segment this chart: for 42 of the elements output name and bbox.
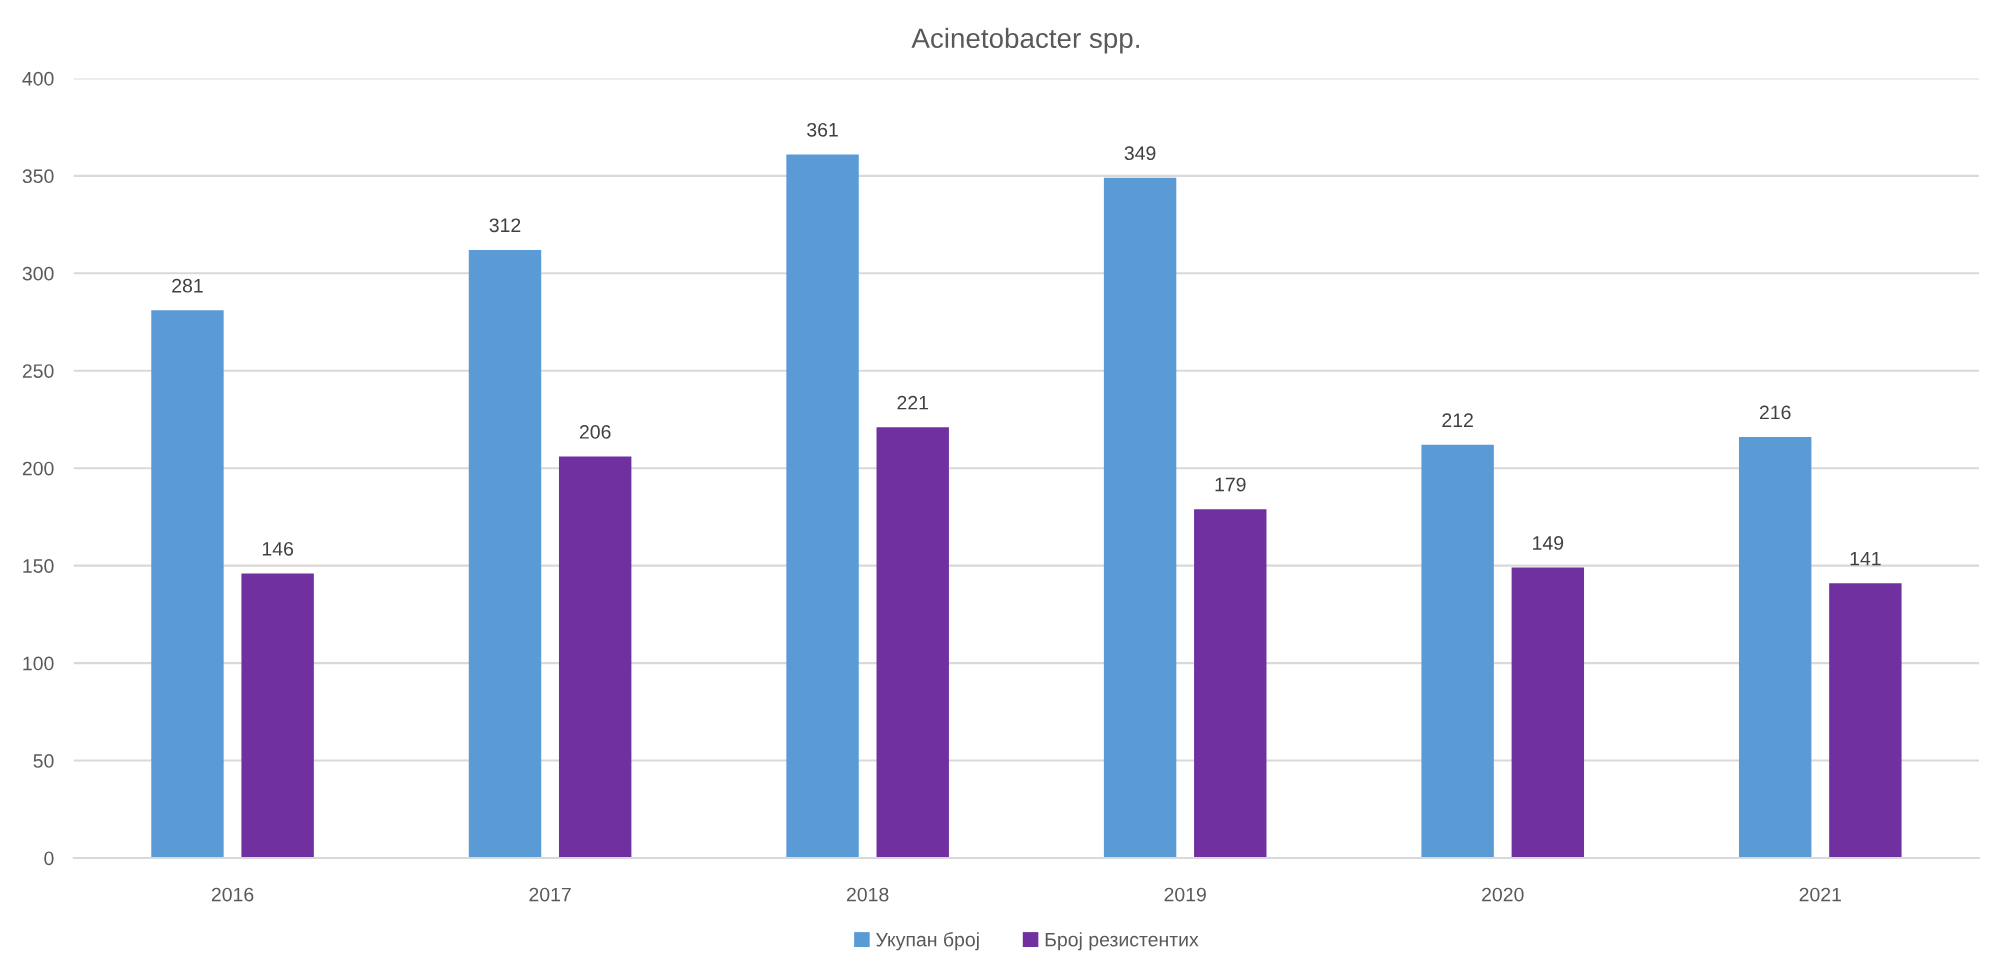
y-tick-label: 350: [22, 169, 54, 184]
bar: [1421, 444, 1494, 859]
y-tick-label: 100: [23, 656, 54, 671]
bar: [786, 154, 859, 859]
x-tick-label: 2018: [846, 887, 889, 902]
bar: [1194, 509, 1267, 859]
data-label: 149: [1533, 536, 1564, 550]
data-label: 281: [172, 278, 203, 293]
y-tick-label: 300: [22, 266, 54, 281]
data-label: 216: [1759, 405, 1791, 420]
y-tick-label: 50: [33, 754, 54, 768]
data-label: 206: [579, 425, 611, 439]
y-tick-label: 0: [44, 851, 54, 866]
data-label: 361: [807, 122, 838, 137]
data-label: 179: [1215, 477, 1246, 492]
data-label: 349: [1124, 146, 1156, 161]
chart-title: Acinetobacter spp.: [911, 27, 1139, 54]
legend-label: Број резистентих: [1045, 932, 1199, 951]
bar: [1829, 583, 1902, 859]
bar: [1103, 177, 1177, 859]
y-tick-label: 400: [22, 71, 54, 86]
bar: [1511, 567, 1585, 859]
bar: [241, 573, 314, 859]
x-tick-label: 2020: [1482, 887, 1524, 902]
bar: [1738, 437, 1812, 859]
data-label: 141: [1850, 551, 1881, 566]
data-label: 312: [489, 218, 521, 233]
data-label: 212: [1442, 413, 1473, 427]
legend-label: Укупан број: [876, 932, 979, 951]
bar: [151, 310, 224, 859]
bar: [558, 456, 632, 859]
bar: [876, 427, 949, 859]
x-tick-label: 2021: [1799, 887, 1841, 902]
x-tick-label: 2017: [529, 887, 571, 902]
y-tick-label: 150: [23, 559, 54, 573]
data-label: 146: [262, 541, 294, 556]
x-tick-label: 2016: [211, 887, 254, 902]
data-label: 221: [897, 395, 928, 410]
y-tick-label: 200: [22, 461, 54, 476]
y-tick-label: 250: [22, 364, 54, 378]
bar: [468, 249, 542, 859]
x-tick-label: 2019: [1164, 887, 1206, 902]
